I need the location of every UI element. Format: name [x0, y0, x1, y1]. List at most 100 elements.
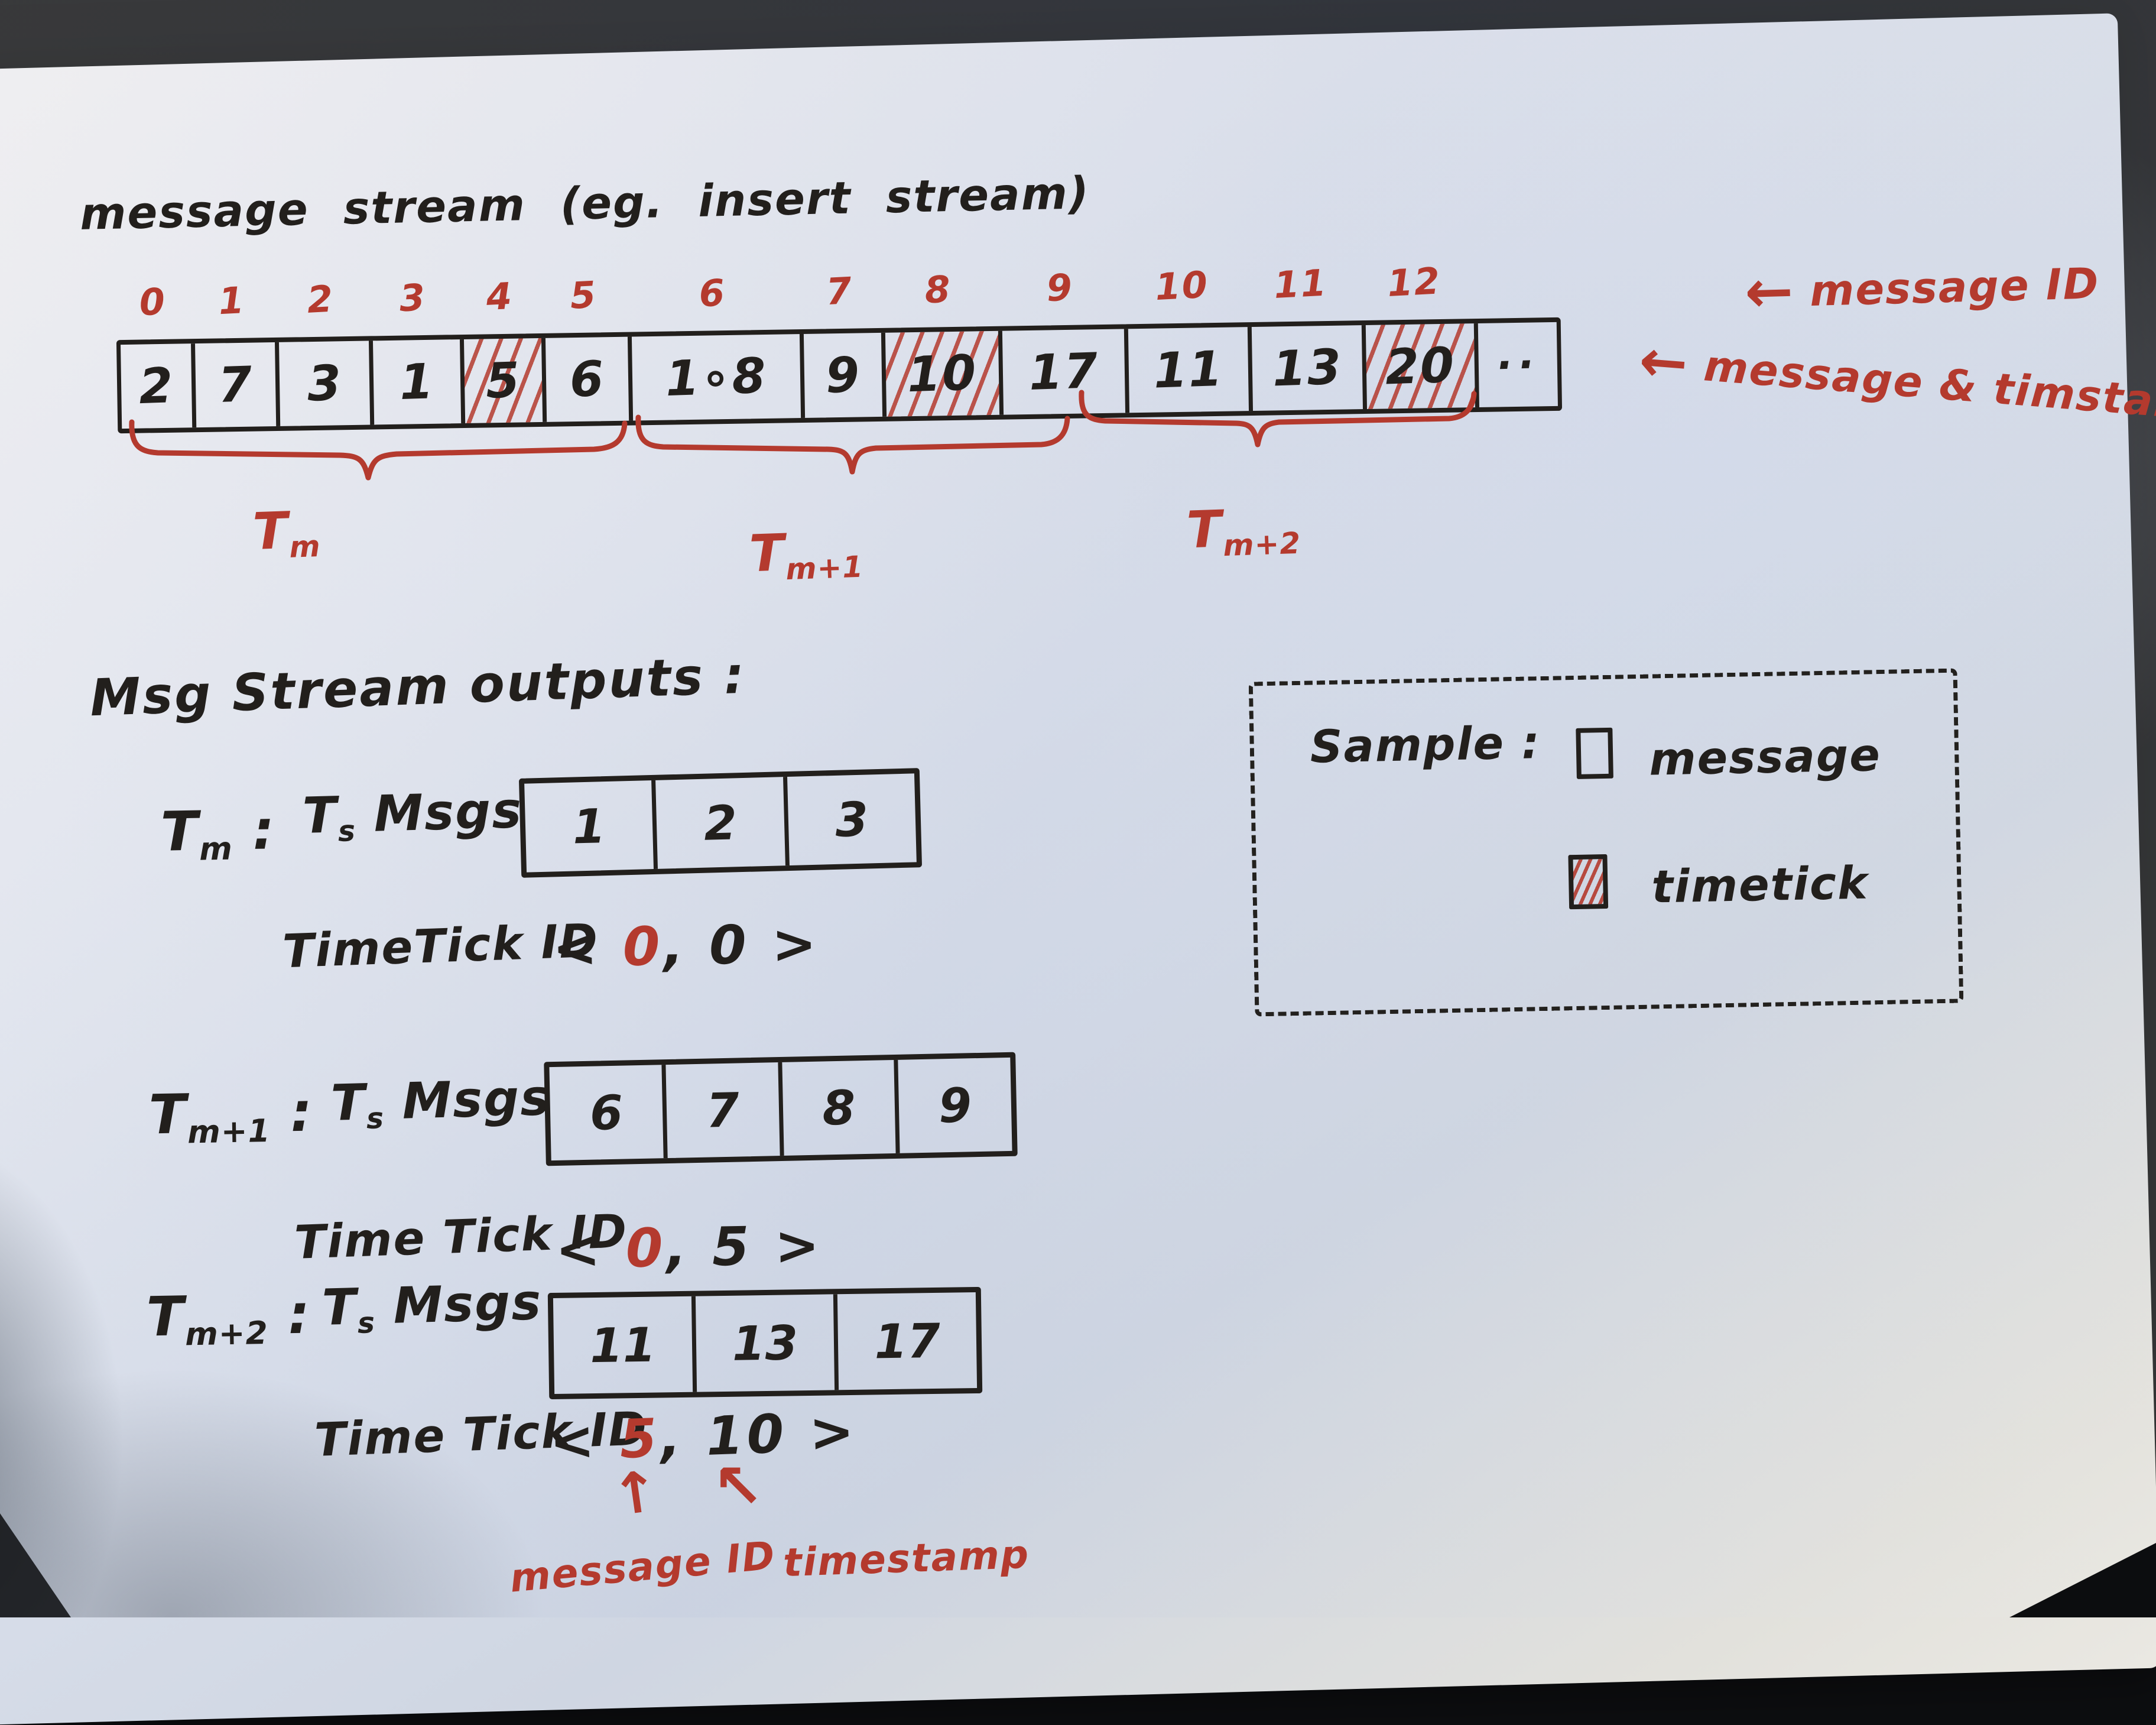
stream-index-label: 4	[485, 274, 514, 319]
ts-base: T	[302, 786, 339, 845]
annotation-message-timestamp: ← message & timstamp	[1637, 332, 2156, 436]
msg-value: 7	[661, 1062, 780, 1158]
window-sub: m+2	[185, 1314, 269, 1353]
diagram-content: message stream (eg. insert stream) 0 2 1…	[0, 0, 2156, 1617]
window-label-sub: m	[289, 529, 322, 565]
stream-cell: 5 6	[546, 337, 633, 422]
msg-value: 2	[651, 777, 785, 869]
output-window-tm2: Tm+2 :	[146, 1283, 311, 1354]
stream-index-label: 8	[924, 267, 953, 312]
colon: :	[252, 798, 276, 862]
stream-cell: 7 9	[804, 333, 887, 418]
tuple-close: >	[808, 1400, 859, 1464]
output-window-tm1: Tm+1 :	[148, 1081, 314, 1152]
ts-msgs-label: Ts Msgs	[302, 781, 524, 849]
msg-value: 9	[894, 1058, 1012, 1153]
stream-cell-value: 9	[825, 346, 862, 404]
stream-cell-ellipsis: ··	[1478, 322, 1558, 407]
timetick-id-tuple-tm: < 0, 0 >	[552, 913, 820, 980]
stream-cell: 0 2	[121, 343, 196, 429]
ts-msgs-box-tm2: 11 13 17	[548, 1287, 982, 1399]
window-label-tm1: Tm+1	[748, 521, 864, 588]
ts-base: T	[330, 1073, 367, 1132]
up-left-arrow-icon: ↖	[712, 1455, 764, 1517]
stream-cell-value: 10	[907, 345, 978, 403]
window-sub: m	[199, 830, 233, 868]
brace-tm	[127, 419, 629, 487]
tuple-comma: ,	[660, 1406, 686, 1469]
ts-base: T	[322, 1277, 358, 1337]
page-title: message stream (eg. insert stream)	[79, 167, 1090, 240]
message-box-icon	[1576, 728, 1613, 779]
legend-heading: Sample :	[1310, 716, 1541, 773]
stream-index-label: 10	[1154, 263, 1210, 309]
msg-value: 6	[549, 1065, 663, 1160]
ts-msgs-box-tm1: 6 7 8 9	[544, 1052, 1018, 1166]
stream-index-label: 5	[569, 273, 598, 317]
window-label-sub: m+2	[1223, 526, 1301, 563]
annotation-message-timestamp-label: message & timstamp	[1702, 341, 2156, 432]
msg-value: 17	[833, 1292, 977, 1390]
msg-value: 13	[691, 1294, 835, 1392]
stream-index-label: 9	[1045, 265, 1074, 310]
window-label-tm2: Tm+2	[1186, 497, 1301, 565]
stream-cell-timetick: 4 5	[464, 338, 547, 423]
pointer-label-timestamp: timestamp	[782, 1532, 1031, 1586]
stream-cell-value: 3	[306, 355, 343, 412]
msg-value: 3	[783, 773, 917, 865]
stream-cell-value: 5	[485, 352, 521, 409]
tuple-open: <	[555, 1218, 604, 1281]
window-base: T	[146, 1285, 186, 1348]
annotation-message-id: ← message ID	[1744, 254, 2100, 322]
stream-index-label: 11	[1273, 261, 1329, 306]
window-label-tm: Tm	[252, 500, 321, 566]
stream-cell: 2 3	[279, 341, 374, 426]
stream-index-label: 12	[1386, 259, 1441, 304]
outputs-heading: Msg Stream outputs :	[89, 646, 747, 728]
tuple-open: <	[552, 917, 601, 980]
tuple-message-id: 0	[622, 916, 664, 978]
stream-cell-value: 6	[569, 351, 606, 408]
window-label-base: T	[252, 501, 290, 562]
stream-cell-value: 2	[138, 358, 175, 415]
photo-scene: message stream (eg. insert stream) 0 2 1…	[0, 0, 2156, 1617]
window-label-sub: m+1	[785, 550, 864, 587]
tuple-close: >	[771, 913, 820, 975]
stream-index-label: 7	[825, 269, 854, 313]
stream-cell-value: 20	[1385, 337, 1456, 395]
tuple-open: <	[548, 1409, 599, 1473]
msgs-word: Msgs	[392, 1273, 543, 1335]
ts-sub: s	[337, 815, 356, 848]
window-label-base: T	[1186, 500, 1223, 560]
legend-timetick-label: timetick	[1651, 856, 1869, 913]
msg-value: 11	[553, 1296, 693, 1394]
stream-cell-value: 7	[217, 356, 254, 414]
msg-value: 8	[778, 1060, 896, 1156]
tuple-close: >	[774, 1214, 823, 1277]
sample-legend-box: Sample : message timetick	[1249, 669, 1964, 1017]
tuple-message-id: 0	[625, 1217, 667, 1280]
stream-index-label: 2	[306, 277, 335, 322]
left-arrow-icon: ←	[1744, 262, 1795, 322]
ts-msgs-box-tm: 1 2 3	[519, 768, 922, 878]
tuple-comma: ,	[663, 915, 687, 978]
up-arrow-icon: ↑	[608, 1462, 663, 1525]
stream-cell: 1 7	[195, 342, 280, 427]
ts-sub: s	[357, 1306, 375, 1340]
ts-msgs-label: Ts Msgs	[322, 1273, 543, 1341]
stream-index-label: 0	[138, 280, 167, 324]
window-base: T	[160, 800, 200, 864]
stream-index-label: 3	[398, 275, 427, 320]
legend-message-label: message	[1648, 728, 1881, 786]
stream-cell: 3 1	[373, 339, 465, 424]
tuple-timestamp: 0	[709, 914, 750, 977]
window-base: T	[148, 1082, 188, 1146]
left-arrow-icon: ←	[1637, 332, 1691, 393]
ts-sub: s	[366, 1102, 384, 1136]
stream-cell-value: 1	[398, 354, 435, 411]
msgs-word: Msgs	[401, 1068, 551, 1130]
colon: :	[287, 1283, 311, 1347]
tuple-comma: ,	[665, 1217, 690, 1279]
timetick-box-icon	[1568, 854, 1608, 909]
colon: :	[290, 1081, 314, 1144]
